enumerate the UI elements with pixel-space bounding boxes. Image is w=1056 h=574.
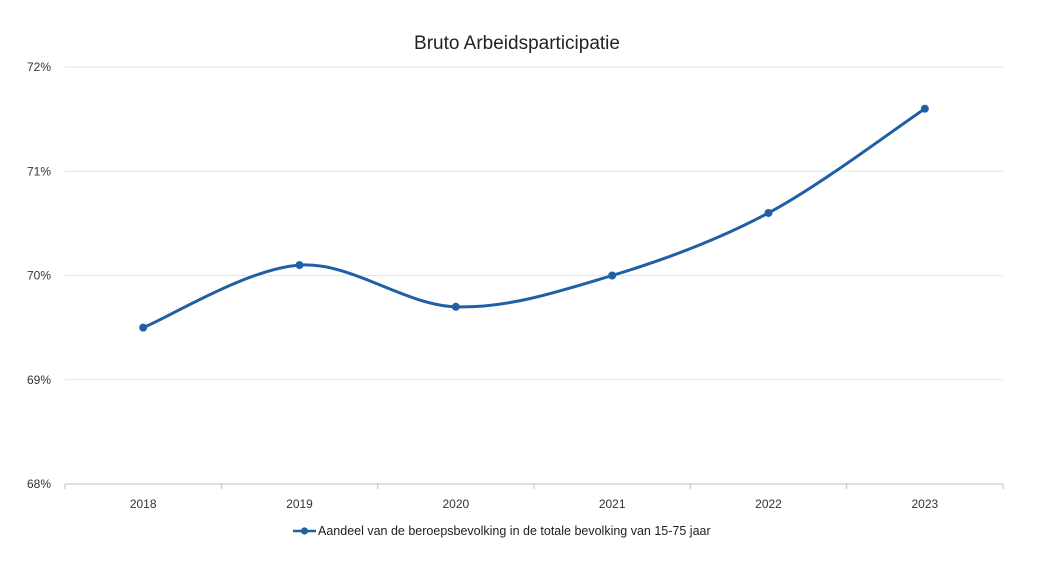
series-line — [141, 107, 927, 330]
y-axis-tick-labels: 68% 69% 70% 71% 72% — [27, 60, 51, 491]
x-axis-tick-labels: 2018 2019 2020 2021 2022 2023 — [64, 484, 1004, 511]
x-tick-label: 2018 — [130, 497, 157, 511]
y-tick-label: 68% — [27, 477, 51, 491]
x-tick-label: 2019 — [286, 497, 313, 511]
series-layer — [139, 104, 929, 332]
data-point — [139, 323, 148, 332]
y-tick-label: 71% — [27, 164, 51, 178]
data-point — [451, 302, 460, 311]
legend-series-marker — [300, 527, 309, 535]
y-tick-label: 69% — [27, 373, 51, 387]
y-tick-label: 72% — [27, 60, 51, 74]
x-tick-label: 2021 — [599, 497, 626, 511]
data-point — [608, 271, 617, 280]
y-tick-label: 70% — [27, 269, 51, 283]
data-point — [920, 104, 929, 113]
x-tick-label: 2022 — [755, 497, 782, 511]
legend: Aandeel van de beroepsbevolking in de to… — [293, 524, 711, 538]
chart-title: Bruto Arbeidsparticipatie — [414, 33, 620, 54]
legend-series-label: Aandeel van de beroepsbevolking in de to… — [318, 524, 711, 538]
data-point — [764, 208, 773, 217]
x-tick-label: 2023 — [911, 497, 938, 511]
x-tick-label: 2020 — [442, 497, 469, 511]
data-point — [295, 261, 304, 270]
